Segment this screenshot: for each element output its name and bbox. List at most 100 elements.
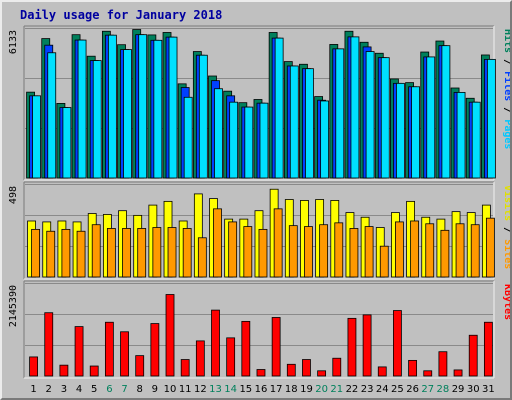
x-tick-label-day-27: 27	[421, 384, 434, 395]
bar-kbytes-day-8	[135, 355, 145, 377]
x-tick-label-day-7: 7	[121, 384, 127, 395]
x-tick-label-day-8: 8	[137, 384, 143, 395]
bar-pages-day-2	[47, 52, 57, 179]
x-tick-label-day-5: 5	[91, 384, 97, 395]
bar-sites-day-17	[273, 208, 283, 278]
x-tick-label-day-6: 6	[106, 384, 112, 395]
y-axis-max-label: 6133	[8, 30, 19, 54]
bar-pages-day-28	[441, 45, 451, 179]
bar-sites-day-27	[425, 223, 435, 278]
x-tick-label-day-17: 17	[270, 384, 283, 395]
x-tick-label-day-9: 9	[152, 384, 158, 395]
bar-sites-day-1	[31, 228, 40, 278]
bar-pages-day-24	[380, 57, 390, 179]
bar-pages-day-13	[214, 88, 223, 179]
bar-kbytes-day-4	[74, 326, 84, 377]
legend-item-sites: Sites	[502, 239, 510, 269]
x-tick-label-day-28: 28	[437, 384, 450, 395]
x-tick-label-day-1: 1	[30, 384, 36, 395]
legend-separator: /	[502, 53, 510, 71]
bar-sites-day-13	[213, 208, 222, 278]
bar-kbytes-day-17	[271, 317, 281, 377]
bar-pages-day-1	[32, 95, 41, 179]
x-axis-labels: 1 2 3 4 5 6 7 8 9 10 11 12 13 14 15 16 17 18 19 20 21 22 23 24 2…	[30, 384, 494, 395]
bar-kbytes-day-26	[408, 359, 417, 377]
legend-item-files: Files	[502, 71, 510, 101]
legend-separator: /	[502, 101, 510, 119]
bar-sites-day-24	[379, 245, 389, 278]
bar-kbytes-day-16	[256, 369, 266, 377]
bar-kbytes-day-22	[347, 317, 357, 377]
bar-pages-day-5	[92, 60, 102, 179]
bar-sites-day-19	[304, 226, 313, 278]
bar-sites-day-6	[106, 228, 116, 278]
x-tick-label-day-19: 19	[300, 384, 313, 395]
legend-item-hits: Hits	[502, 29, 510, 53]
x-tick-label-day-16: 16	[255, 384, 268, 395]
bar-sites-day-22	[349, 228, 359, 278]
x-tick-label-day-2: 2	[46, 384, 52, 395]
x-tick-label-day-3: 3	[61, 384, 67, 395]
bar-kbytes-day-2	[44, 312, 54, 377]
bar-pages-day-29	[456, 92, 466, 179]
x-tick-label-day-18: 18	[285, 384, 298, 395]
bar-sites-day-26	[410, 220, 419, 278]
bar-kbytes-day-25	[393, 310, 402, 377]
x-tick-label-day-20: 20	[315, 384, 328, 395]
bar-sites-day-10	[167, 227, 177, 278]
legend-kbytes: KBytes	[502, 284, 510, 320]
bar-pages-day-21	[335, 48, 345, 179]
bar-kbytes-day-29	[453, 369, 463, 377]
x-tick-label-day-25: 25	[391, 384, 404, 395]
x-tick-label-day-23: 23	[361, 384, 374, 395]
x-tick-label-day-24: 24	[376, 384, 389, 395]
x-tick-label-day-21: 21	[330, 384, 343, 395]
bar-sites-day-20	[319, 224, 329, 278]
x-tick-label-day-22: 22	[346, 384, 359, 395]
bar-sites-day-25	[395, 221, 404, 278]
bar-pages-day-20	[320, 100, 330, 179]
bar-sites-day-2	[46, 230, 56, 278]
bar-pages-day-25	[396, 82, 405, 179]
bar-kbytes-day-27	[423, 370, 433, 377]
bar-sites-day-31	[485, 217, 495, 278]
bar-pages-day-27	[426, 56, 436, 179]
bar-pages-day-15	[244, 106, 254, 179]
bar-pages-day-4	[77, 39, 87, 179]
x-tick-label-day-30: 30	[467, 384, 480, 395]
y-axis-max-label: 498	[8, 186, 19, 204]
legend-pages-files-hits: Hits / Files / Pages	[502, 29, 510, 149]
bar-sites-day-9	[152, 227, 162, 278]
bar-sites-day-14	[228, 221, 238, 278]
bar-kbytes-day-6	[104, 321, 114, 377]
bar-kbytes-day-19	[302, 359, 311, 377]
x-tick-label-day-26: 26	[406, 384, 419, 395]
panel-sites-visits: 498 Visits / Sites	[8, 181, 510, 280]
bar-sites-day-15	[243, 226, 253, 278]
bar-kbytes-day-14	[226, 337, 236, 377]
legend-item-visits: Visits	[502, 185, 510, 221]
bar-pages-day-17	[274, 37, 284, 179]
bar-sites-day-29	[455, 223, 465, 278]
bar-sites-day-5	[91, 224, 101, 278]
bar-kbytes-day-30	[468, 334, 478, 377]
x-tick-label-day-29: 29	[452, 384, 465, 395]
bar-pages-day-12	[198, 54, 208, 179]
bar-pages-day-26	[411, 86, 420, 179]
bar-pages-day-10	[168, 36, 178, 179]
bar-sites-day-12	[197, 237, 207, 278]
bar-pages-day-3	[62, 107, 72, 179]
x-tick-label-day-11: 11	[179, 384, 192, 395]
bar-pages-day-31	[486, 58, 496, 179]
bar-kbytes-day-12	[195, 340, 205, 377]
bar-pages-day-11	[183, 96, 193, 179]
bar-kbytes-day-18	[286, 363, 296, 377]
bar-sites-day-16	[258, 228, 268, 278]
bar-kbytes-day-21	[332, 357, 342, 377]
legend-sites-visits: Visits / Sites	[502, 185, 510, 269]
x-tick-label-day-10: 10	[164, 384, 177, 395]
panel-kbytes: 2145390 KBytes	[8, 280, 510, 379]
legend-separator: /	[502, 221, 510, 239]
